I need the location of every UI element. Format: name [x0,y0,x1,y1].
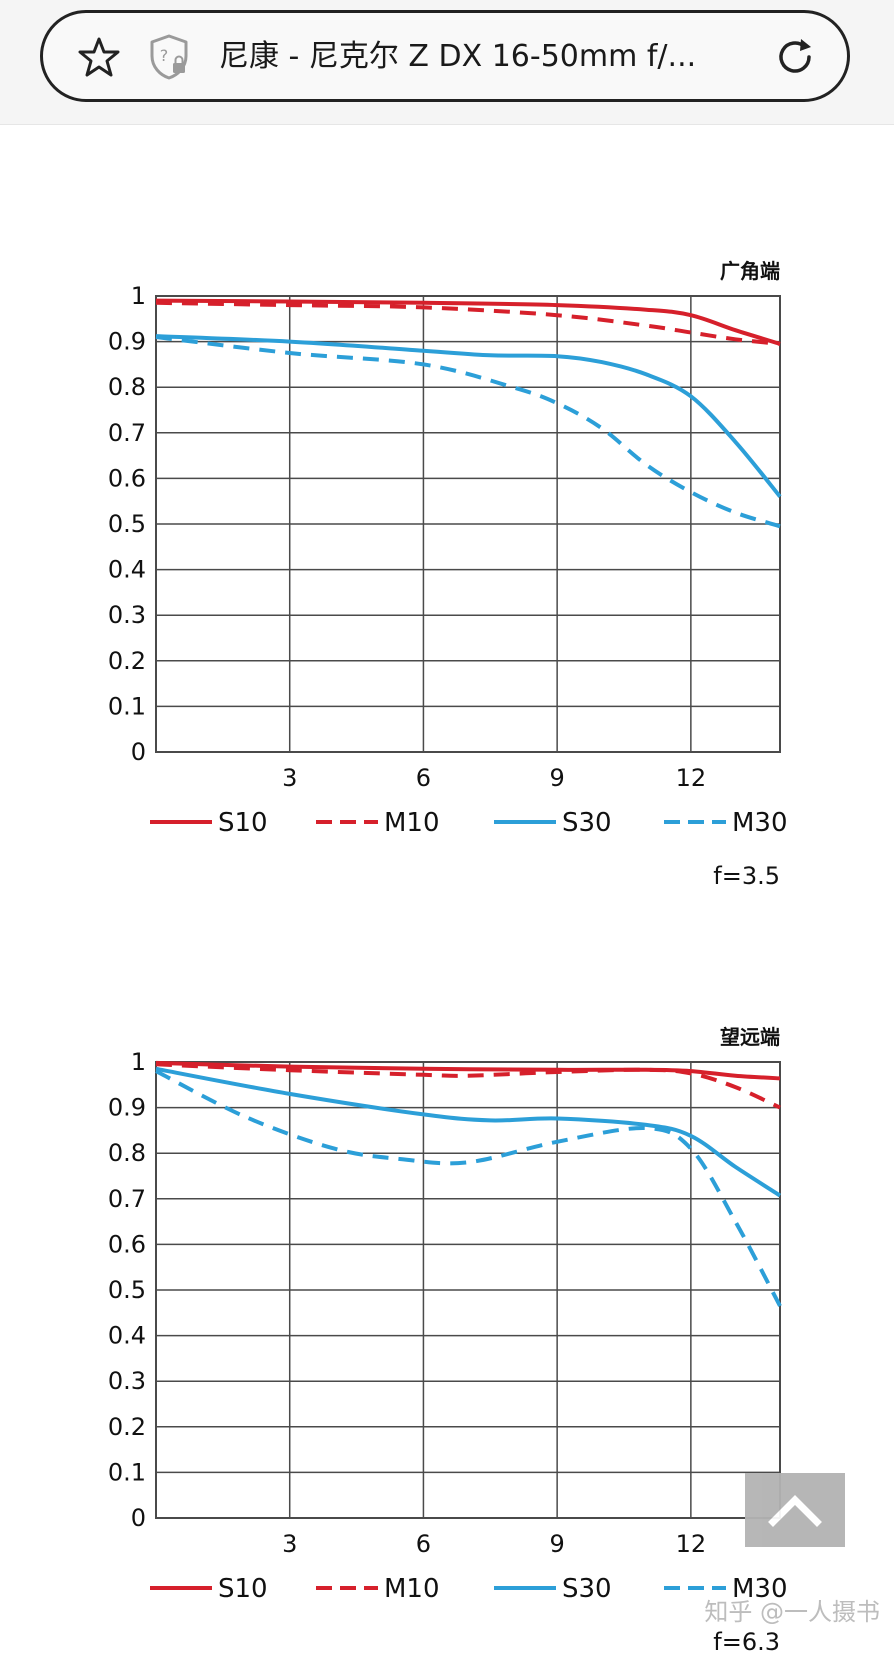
star-icon[interactable] [77,35,121,79]
y-tick-label: 0.8 [108,1139,146,1167]
series-line-m30 [155,1069,782,1307]
watermark: 知乎 @一人摄书 [704,1598,880,1626]
y-tick-label: 0.9 [108,328,146,356]
y-tick-label: 0.5 [108,510,146,538]
y-tick-label: 0.8 [108,373,146,401]
y-tick-label: 0.9 [108,1094,146,1122]
legend-label-m30: M30 [732,808,788,838]
legend-label-s10: S10 [218,1574,268,1604]
chevron-up-icon [768,1495,822,1527]
series-line-m10 [155,300,781,346]
y-tick-label: 0.2 [108,647,146,675]
y-tick-label: 0.7 [108,419,146,447]
x-tick-label: 3 [282,1530,297,1558]
series-line-s10 [155,1060,781,1081]
mtf-chart-wide-svg: 广角端 0 0.1 0.2 0.3 0.4 0.5 0.6 0.7 0.8 0.9 1 3 6 9 12 S10… [108,259,788,890]
series-line-m10 [155,1062,781,1110]
y-tick-label: 0.4 [108,556,146,584]
plot-frame [155,295,781,753]
svg-text:?: ? [160,46,169,65]
scroll-to-top-button[interactable] [745,1473,845,1547]
x-tick-label: 6 [416,764,431,792]
x-tick-label: 6 [416,1530,431,1558]
legend-label-m10: M10 [384,808,440,838]
reload-icon[interactable] [771,33,819,81]
y-tick-label: 0.6 [108,1230,146,1258]
y-tick-label: 0.4 [108,1322,146,1350]
shield-question-lock-icon[interactable]: ? [147,33,191,81]
x-tick-label: 12 [676,764,707,792]
legend-label-s30: S30 [562,1574,612,1604]
y-tick-label: 1 [131,1048,146,1076]
series-line-s30 [155,1066,782,1198]
chart-title: 望远端 [720,1025,780,1049]
legend-label-s10: S10 [218,808,268,838]
x-tick-label: 12 [676,1530,707,1558]
y-tick-label: 0 [131,738,146,766]
y-tick-label: 0.7 [108,1185,146,1213]
y-tick-label: 0.6 [108,464,146,492]
x-tick-label: 9 [550,1530,565,1558]
mtf-chart-tele: 望远端 0 0.1 0.2 0.3 0.4 0.5 0.6 0.7 0.8 0.9 1 3 6 9 12 S10… [0,1010,894,1670]
legend-label-m10: M10 [384,1574,440,1604]
series-line-s30 [155,334,782,498]
browser-toolbar: ? 尼康 - 尼克尔 Z DX 16-50mm f/... [0,0,894,125]
y-tick-label: 0.3 [108,1367,146,1395]
y-tick-label: 0.1 [108,692,146,720]
y-tick-label: 0.3 [108,601,146,629]
mtf-chart-tele-svg: 望远端 0 0.1 0.2 0.3 0.4 0.5 0.6 0.7 0.8 0.9 1 3 6 9 12 S10… [108,1025,788,1656]
page-title[interactable]: 尼康 - 尼克尔 Z DX 16-50mm f/... [219,39,697,74]
chart-title: 广角端 [720,259,780,283]
series-line-m30 [155,335,781,529]
y-tick-label: 1 [131,282,146,310]
chart-aperture-label: f=6.3 [713,1628,780,1656]
y-tick-label: 0.1 [108,1458,146,1486]
chart-aperture-label: f=3.5 [713,862,780,890]
plot-frame [155,1061,781,1519]
legend-label-m30: M30 [732,1574,788,1604]
x-tick-label: 3 [282,764,297,792]
legend-label-s30: S30 [562,808,612,838]
y-tick-label: 0 [131,1504,146,1532]
mtf-chart-wide: 广角端 0 0.1 0.2 0.3 0.4 0.5 0.6 0.7 0.8 0.9 1 3 6 9 12 S10… [0,244,894,904]
x-tick-label: 9 [550,764,565,792]
address-bar[interactable]: ? 尼康 - 尼克尔 Z DX 16-50mm f/... [40,10,850,102]
y-tick-label: 0.5 [108,1276,146,1304]
series-line-s10 [155,298,781,346]
y-tick-label: 0.2 [108,1413,146,1441]
